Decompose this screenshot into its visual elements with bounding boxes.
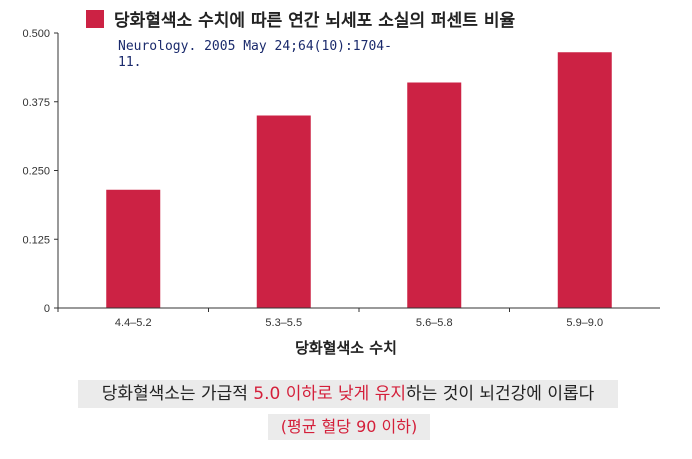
y-tick-label: 0.375 (22, 97, 50, 109)
y-tick-label: 0.125 (22, 234, 50, 246)
chart-title: 당화혈색소 수치에 따른 연간 뇌세포 소실의 퍼센트 비율 (114, 10, 516, 31)
legend-swatch (86, 10, 104, 28)
caption-highlight: 5.0 이하로 낮게 유지 (253, 384, 407, 404)
x-tick-label: 5.9–9.0 (566, 317, 603, 329)
x-tick-label: 5.3–5.5 (265, 317, 302, 329)
caption-sub: (평균 혈당 90 이하) (268, 414, 430, 440)
source-citation-line2: 11. (118, 55, 141, 70)
bar-chart: 당화혈색소 수치에 따른 연간 뇌세포 소실의 퍼센트 비율 Neurology… (22, 10, 660, 357)
y-tick-label: 0.500 (22, 28, 50, 40)
x-axis-label: 당화혈색소 수치 (295, 339, 397, 357)
bar (557, 52, 612, 308)
caption-part2: 하는 것이 뇌건강에 이롭다 (406, 384, 595, 404)
bar (407, 82, 462, 308)
x-tick-label: 5.6–5.8 (416, 317, 453, 329)
x-axis: 4.4–5.2 5.3–5.5 5.6–5.8 5.9–9.0 (54, 307, 660, 329)
caption-part1: 당화혈색소는 가급적 (101, 384, 254, 404)
y-tick-label: 0.250 (22, 166, 50, 178)
y-tick-label: 0 (44, 303, 50, 315)
bars (106, 52, 612, 308)
bar (106, 189, 161, 308)
caption-main: 당화혈색소는 가급적 5.0 이하로 낮게 유지하는 것이 뇌건강에 이롭다 (78, 380, 618, 408)
source-citation-line1: Neurology. 2005 May 24;64(10):1704- (118, 39, 392, 54)
bar (256, 115, 311, 308)
y-axis: 0 0.125 0.250 0.375 0.500 (22, 28, 59, 315)
x-tick-label: 4.4–5.2 (115, 317, 152, 329)
